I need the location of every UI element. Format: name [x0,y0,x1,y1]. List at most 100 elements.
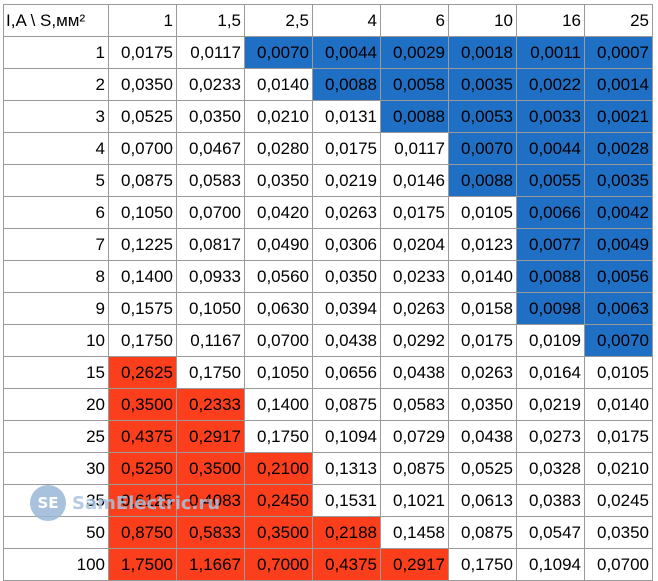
table-cell: 0,0055 [516,164,585,197]
table-cell: 0,0029 [380,36,449,69]
table-cell: 0,1094 [516,548,585,581]
table-cell: 0,1050 [176,292,245,325]
table-cell: 0,0700 [584,548,653,581]
table-cell: 0,0219 [312,164,381,197]
table-cell: 0,0035 [448,68,517,101]
table-cell: 0,0263 [312,196,381,229]
table-cell: 0,2333 [176,388,245,421]
row-header: 9 [3,292,109,325]
table-cell: 0,1750 [448,548,517,581]
row-header: 15 [3,356,109,389]
table-row: 35 0,6125 0,4083 0,2450 0,1531 0,1021 0,0613 0,… [3,484,653,517]
table-cell: 0,0066 [516,196,585,229]
table-cell: 0,0420 [244,196,313,229]
table-cell: 0,0350 [584,516,653,549]
table-cell: 0,0656 [312,356,381,389]
table-cell: 0,0044 [516,132,585,165]
column-header: 16 [516,4,585,37]
row-header: 20 [3,388,109,421]
table-cell: 0,0109 [516,324,585,357]
table-cell: 0,0056 [584,260,653,293]
table-cell: 0,0204 [380,228,449,261]
table-cell: 0,0049 [584,228,653,261]
column-header: 6 [380,4,449,37]
table-cell: 0,0467 [176,132,245,165]
table-cell: 0,0131 [312,100,381,133]
table-cell: 0,0438 [312,324,381,357]
row-header: 100 [3,548,109,581]
table-cell: 0,4083 [176,484,245,517]
table-cell: 0,0933 [176,260,245,293]
table-cell: 0,0306 [312,228,381,261]
table-cell: 0,0063 [584,292,653,325]
table-cell: 0,0280 [244,132,313,165]
table-cell: 0,1750 [244,420,313,453]
table-cell: 0,0525 [108,100,177,133]
table-cell: 0,1094 [312,420,381,453]
column-header: 2,5 [244,4,313,37]
table-row: 100 1,7500 1,1667 0,7000 0,4375 0,2917 0,1750 0… [3,548,653,581]
table-cell: 0,1531 [312,484,381,517]
table-cell: 0,0394 [312,292,381,325]
table-cell: 0,0175 [108,36,177,69]
table-row: 5 0,0875 0,0583 0,0350 0,0219 0,0146 0,0088 0,0… [3,164,653,197]
row-header: 7 [3,228,109,261]
table-cell: 0,0088 [448,164,517,197]
table-cell: 0,0583 [380,388,449,421]
table-cell: 0,0070 [448,132,517,165]
table-cell: 0,0140 [448,260,517,293]
table-row: 6 0,1050 0,0700 0,0420 0,0263 0,0175 0,0105 0,0… [3,196,653,229]
table-cell: 0,0007 [584,36,653,69]
column-header: 4 [312,4,381,37]
table-cell: 0,3500 [108,388,177,421]
table-cell: 0,0350 [244,164,313,197]
table-cell: 0,0123 [448,228,517,261]
table-cell: 0,0210 [584,452,653,485]
table-cell: 0,0233 [176,68,245,101]
table-cell: 0,0146 [380,164,449,197]
table-cell: 0,0070 [244,36,313,69]
table-cell: 0,0700 [176,196,245,229]
table-cell: 0,0022 [516,68,585,101]
table-cell: 0,0729 [380,420,449,453]
table-cell: 0,0028 [584,132,653,165]
table-cell: 0,1575 [108,292,177,325]
table-row: 9 0,1575 0,1050 0,0630 0,0394 0,0263 0,0158 0,0… [3,292,653,325]
table-cell: 0,1458 [380,516,449,549]
table-cell: 0,0105 [448,196,517,229]
table-cell: 0,0175 [312,132,381,165]
table-cell: 0,0088 [312,68,381,101]
table-cell: 0,6125 [108,484,177,517]
table-cell: 0,1313 [312,452,381,485]
table-cell: 0,8750 [108,516,177,549]
table-cell: 1,7500 [108,548,177,581]
table-cell: 0,0263 [380,292,449,325]
table-cell: 0,0583 [176,164,245,197]
table-cell: 0,1225 [108,228,177,261]
table-cell: 0,0088 [380,100,449,133]
table-cell: 0,1400 [108,260,177,293]
table-cell: 0,0233 [380,260,449,293]
table-cell: 0,1400 [244,388,313,421]
table-cell: 0,0438 [448,420,517,453]
table-cell: 0,0245 [584,484,653,517]
row-header: 3 [3,100,109,133]
table-cell: 0,0630 [244,292,313,325]
table-row: 3 0,0525 0,0350 0,0210 0,0131 0,0088 0,0053 0,0… [3,100,653,133]
table-row: 25 0,4375 0,2917 0,1750 0,1094 0,0729 0,0438 0,… [3,420,653,453]
table-cell: 0,0175 [584,420,653,453]
table-row: 20 0,3500 0,2333 0,1400 0,0875 0,0583 0,0350 0,… [3,388,653,421]
table-cell: 0,0273 [516,420,585,453]
table-cell: 0,0158 [448,292,517,325]
table-cell: 0,0011 [516,36,585,69]
table-cell: 1,1667 [176,548,245,581]
table-cell: 0,1050 [108,196,177,229]
table-cell: 0,0033 [516,100,585,133]
watermark-text: SamElectric.ru [72,492,221,514]
table-cell: 0,1750 [176,356,245,389]
row-header: 25 [3,420,109,453]
table-cell: 0,0560 [244,260,313,293]
watermark: SE SamElectric.ru [30,485,220,521]
table-cell: 0,0292 [380,324,449,357]
table-cell: 0,0175 [380,196,449,229]
